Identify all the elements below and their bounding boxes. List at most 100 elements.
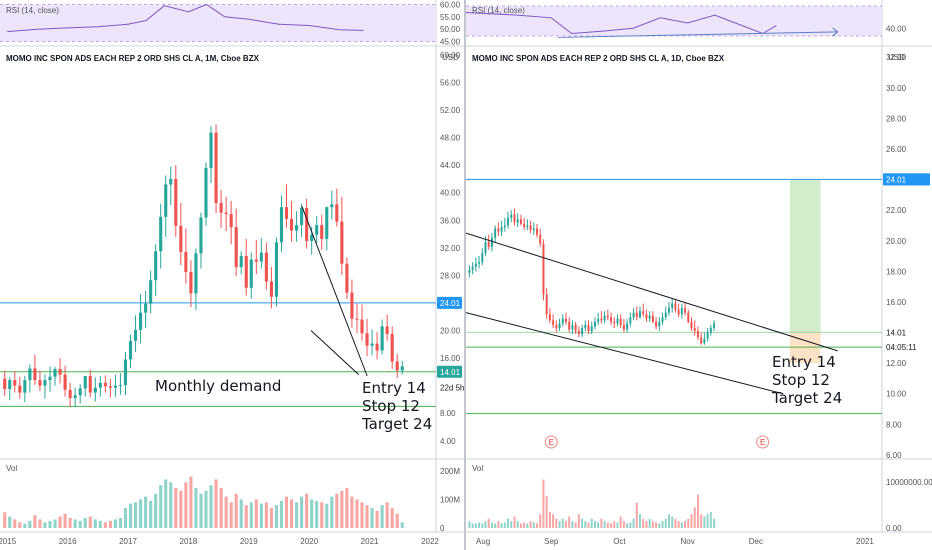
volume-bar: [619, 516, 622, 528]
volume-bar: [3, 512, 7, 528]
candle-body: [664, 312, 667, 318]
annotation-entry: Entry 14: [362, 379, 426, 397]
candle-body: [53, 369, 57, 377]
time-tick-label: Sep: [544, 537, 559, 546]
price-tick-label: 32.00: [886, 53, 907, 62]
volume-bar: [229, 502, 233, 528]
volume-bar: [709, 511, 712, 528]
candle-body: [144, 303, 148, 313]
price-tick-label: 18.00: [886, 267, 907, 276]
volume-bar: [209, 485, 213, 528]
volume-bar: [78, 520, 82, 528]
candle-body: [696, 331, 699, 338]
annotation-entry: Entry 14: [772, 353, 836, 371]
volume-bar: [568, 516, 571, 528]
volume-bar: [128, 503, 133, 528]
rsi-arrow-head: [832, 27, 839, 37]
volume-bar: [690, 514, 693, 528]
currency-label: USD: [888, 53, 905, 62]
volume-label: Vol: [6, 464, 17, 473]
candle-body: [88, 376, 92, 393]
volume-bar: [123, 508, 128, 528]
volume-bar: [33, 515, 37, 528]
panel-d: 40.00 RSI (14, close) MOMO INC SPON ADS EA…: [464, 0, 932, 550]
volume-bar: [600, 518, 603, 528]
candle-body: [184, 251, 188, 272]
volume-bar: [555, 518, 558, 528]
candle-body: [587, 324, 590, 332]
volume-bar: [315, 500, 319, 528]
candle-body: [83, 376, 87, 389]
volume-bar: [320, 502, 324, 528]
volume-bar: [340, 490, 344, 528]
volume-bar: [642, 518, 645, 528]
candle-body: [320, 225, 324, 239]
volume-bar: [474, 523, 477, 528]
volume-bar: [380, 505, 384, 528]
volume-bar: [564, 521, 567, 528]
candle-body: [606, 315, 609, 318]
candle-body: [619, 318, 622, 325]
volume-tick-label: 100M: [440, 495, 460, 504]
volume-bar: [500, 523, 503, 528]
time-tick-label: 2017: [119, 537, 137, 546]
earnings-marker: [756, 435, 770, 449]
price-tick-label: 8.00: [886, 420, 902, 429]
candle-body: [700, 337, 703, 344]
volume-bar: [606, 522, 609, 528]
price-tick-label: 22.00: [886, 206, 907, 215]
volume-bar: [174, 488, 178, 528]
volume-bar: [494, 523, 497, 528]
candle-body: [13, 380, 17, 386]
volume-bar: [667, 514, 670, 528]
volume-bar: [661, 521, 664, 528]
candle-body: [513, 214, 516, 223]
volume-bar: [626, 523, 629, 528]
volume-bar: [484, 521, 487, 528]
candle-body: [571, 324, 574, 330]
countdown-badge: 22d 5h: [440, 384, 464, 393]
volume-bar: [516, 521, 519, 528]
candle-body: [264, 252, 268, 282]
resistance-badge: 24.01: [886, 175, 907, 184]
candle-body: [295, 225, 299, 231]
volume-bar: [613, 521, 616, 528]
time-tick-label: 2021: [856, 537, 874, 546]
countdown-badge: 04:05:11: [886, 343, 917, 352]
volume-bar: [184, 482, 188, 528]
candle-body: [584, 324, 587, 328]
price-tick-label: 6.00: [886, 451, 902, 460]
volume-bar: [536, 523, 539, 528]
candle-body: [335, 204, 339, 222]
candle-body: [345, 263, 349, 293]
candle-body: [159, 216, 163, 252]
candle-body: [375, 343, 379, 351]
candle-body: [118, 384, 123, 386]
price-tick-label: 16.00: [440, 354, 461, 363]
candle-body: [149, 280, 153, 304]
candle-body: [526, 225, 529, 227]
rsi-band: [0, 4, 436, 42]
candle-body: [574, 324, 577, 332]
volume-bar: [468, 521, 471, 528]
last-price-badge: 14.01: [886, 328, 907, 337]
volume-bar: [519, 523, 522, 528]
rsi-line: [7, 3, 364, 33]
candle-body: [259, 252, 263, 262]
candle-body: [613, 321, 616, 324]
candle-body: [164, 184, 168, 217]
volume-bar: [529, 521, 532, 528]
price-tick-label: 30.00: [886, 84, 907, 93]
candle-body: [279, 207, 284, 243]
volume-bar: [587, 522, 590, 528]
volume-bar: [558, 521, 561, 528]
price-tick-label: 20.00: [886, 237, 907, 246]
volume-bar: [144, 496, 148, 528]
volume-bar: [113, 519, 117, 528]
candle-body: [325, 207, 329, 239]
volume-bar: [629, 522, 632, 528]
price-tick-label: 48.00: [440, 134, 461, 143]
candle-body: [189, 271, 193, 294]
rsi-label: RSI (14, close): [472, 6, 525, 15]
volume-bar: [510, 521, 513, 528]
